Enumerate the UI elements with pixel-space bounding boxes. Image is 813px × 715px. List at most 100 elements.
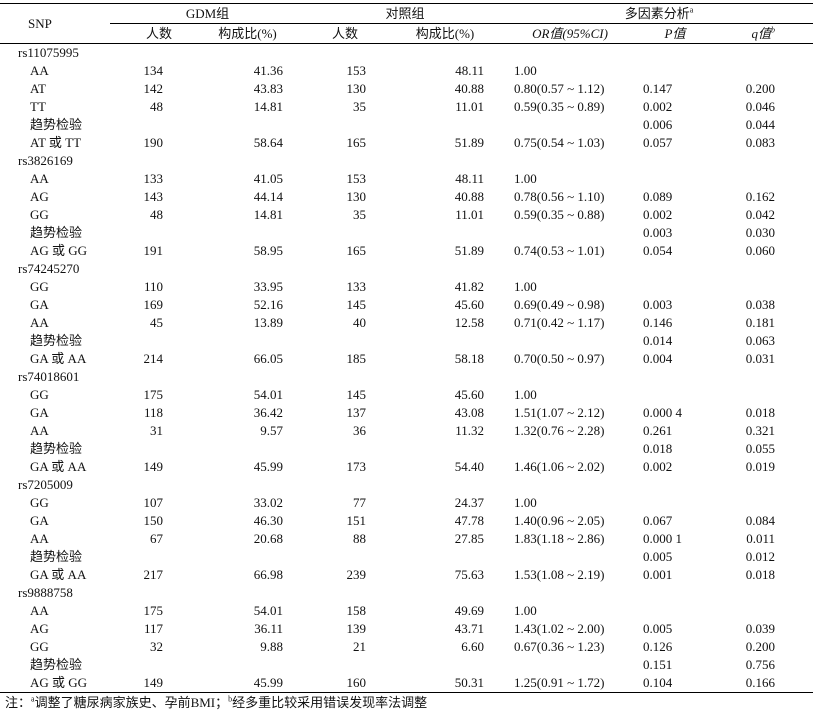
cell: 27.85	[454, 531, 485, 546]
cell: 12.58	[454, 315, 485, 330]
header-cell: OR值(95%CI)	[505, 23, 636, 44]
cell: 0.004	[643, 351, 673, 366]
cell: 137	[346, 405, 367, 420]
row-label: AA	[30, 603, 49, 618]
cell: 0.002	[643, 99, 673, 114]
data-row: AA 133 41.05 153 48.11 1.00	[0, 170, 813, 188]
cell: 118	[143, 405, 163, 420]
data-row: AG 117 36.11 139 43.71 1.43(1.02 ~ 2.00) 0.005…	[0, 620, 813, 638]
cell: 139	[346, 621, 367, 636]
cell: 0.75(0.54 ~ 1.03)	[514, 135, 605, 150]
cell: 0.002	[643, 207, 673, 222]
table-header: SNP GDM组 对照组 多因素分析a 人数 构成比(%) 人数 构成比(%) …	[0, 3, 813, 44]
cell: 66.98	[253, 567, 283, 582]
cell: 153	[346, 171, 367, 186]
cell	[305, 332, 385, 350]
cell: 145	[346, 387, 367, 402]
cell: 48.11	[455, 63, 485, 78]
cell: 31	[150, 423, 163, 438]
cell: 0.001	[643, 567, 673, 582]
cell: 45.60	[454, 297, 485, 312]
cell: 110	[143, 279, 163, 294]
cell: 0.000 4	[643, 405, 683, 420]
cell: 0.012	[745, 549, 776, 564]
cell: 0.014	[643, 333, 673, 348]
cell: 1.53(1.08 ~ 2.19)	[514, 567, 605, 582]
data-row: AG 或 GG 149 45.99 160 50.31 1.25(0.91 ~ 1.72)…	[0, 674, 813, 693]
data-row: 趋势检验 0.005 0.012	[0, 548, 813, 566]
cell: 0.018	[745, 567, 776, 582]
cell	[635, 494, 715, 512]
cell: 151	[346, 513, 367, 528]
data-row: GG 107 33.02 77 24.37 1.00	[0, 494, 813, 512]
cell: 75.63	[454, 567, 485, 582]
row-label: 趋势检验	[30, 549, 83, 564]
cell	[505, 224, 635, 242]
row-label: AG	[30, 189, 49, 204]
data-row: GG 32 9.88 21 6.60 0.67(0.36 ~ 1.23) 0.126 0.20…	[0, 638, 813, 656]
snp-name: rs74018601	[18, 369, 80, 384]
cell	[110, 440, 190, 458]
cell	[715, 386, 813, 404]
cell: 145	[346, 297, 367, 312]
row-label: AA	[30, 63, 49, 78]
cell: 130	[346, 81, 367, 96]
cell: 0.018	[745, 405, 776, 420]
superscript: a	[31, 694, 35, 704]
cell: 191	[143, 243, 164, 258]
header-cell: 构成比(%)	[385, 23, 506, 44]
row-label: GA 或 AA	[30, 459, 87, 474]
cell: 43.83	[253, 81, 283, 96]
cell: 40	[353, 315, 366, 330]
row-label: 趋势检验	[30, 657, 83, 672]
cell: 0.038	[745, 297, 776, 312]
cell: 77	[353, 495, 366, 510]
row-label: AT 或 TT	[30, 135, 82, 150]
cell: 54.01	[253, 387, 283, 402]
cell	[715, 170, 813, 188]
row-label: 趋势检验	[30, 117, 83, 132]
header-cell: 构成比(%)	[190, 23, 305, 44]
cell: 0.031	[745, 351, 776, 366]
cell: 0.126	[643, 639, 673, 654]
data-row: AA 175 54.01 158 49.69 1.00	[0, 602, 813, 620]
cell	[385, 656, 505, 674]
cell: 40.88	[454, 189, 485, 204]
row-label: GG	[30, 639, 49, 654]
snp-name: rs9888758	[18, 585, 73, 600]
cell: 44.14	[253, 189, 283, 204]
table-body: rs11075995 AA 134 41.36 153 48.11 1.00 AT 142 43.…	[0, 44, 813, 693]
cell	[110, 116, 190, 134]
cell	[190, 656, 305, 674]
cell: 1.83(1.18 ~ 2.86)	[514, 531, 605, 546]
cell: 133	[143, 171, 164, 186]
cell: 52.16	[253, 297, 283, 312]
cell	[635, 170, 715, 188]
cell: 21	[353, 639, 366, 654]
cell: 1.46(1.06 ~ 2.02)	[514, 459, 605, 474]
row-label: GG	[30, 387, 49, 402]
cell: 13.89	[253, 315, 283, 330]
cell	[385, 548, 505, 566]
snp-row: rs74245270	[0, 260, 813, 278]
cell: 1.00	[514, 387, 537, 402]
cell: 36.11	[254, 621, 283, 636]
cell: 45.60	[454, 387, 485, 402]
cell: 6.60	[461, 639, 485, 654]
cell: 54.01	[253, 603, 283, 618]
cell: 165	[346, 135, 367, 150]
snp-row: rs7205009	[0, 476, 813, 494]
cell: 0.005	[643, 621, 673, 636]
cell	[635, 62, 715, 80]
cell: 150	[143, 513, 164, 528]
row-label: 趋势检验	[30, 225, 83, 240]
cell: 153	[346, 63, 367, 78]
cell: 0.030	[745, 225, 776, 240]
cell: 0.063	[745, 333, 776, 348]
cell: 0.002	[643, 459, 673, 474]
cell: 9.57	[260, 423, 283, 438]
snp-row: rs9888758	[0, 584, 813, 602]
cell	[505, 332, 635, 350]
row-label: AA	[30, 315, 49, 330]
cell: 0.146	[643, 315, 673, 330]
